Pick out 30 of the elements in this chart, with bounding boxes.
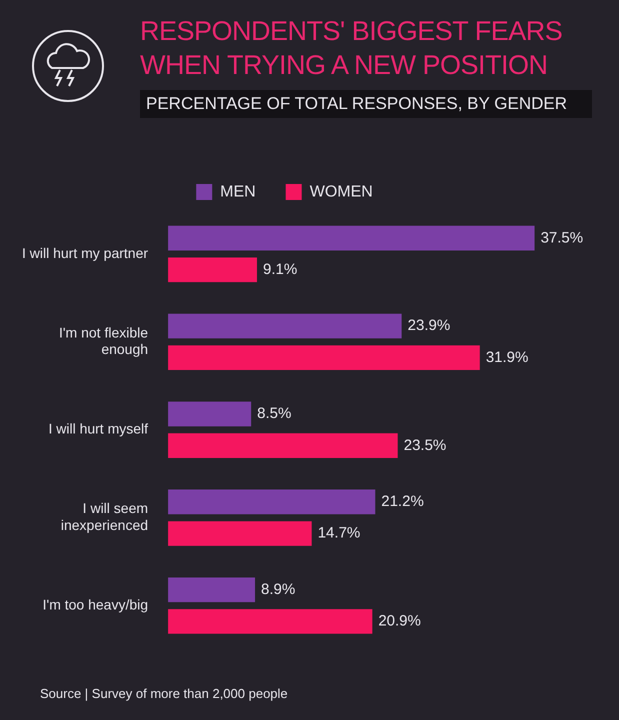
data-label: 9.1% [262, 260, 298, 278]
bar [168, 314, 402, 338]
bar [168, 433, 398, 458]
source-note: Source | Survey of more than 2,000 people [40, 686, 288, 701]
legend-label: WOMEN [310, 183, 373, 200]
data-label: 23.5% [404, 436, 446, 454]
y-tick-label: I will seem inexperienced [60, 500, 148, 533]
y-tick-label: I'm too heavy/big [42, 596, 148, 612]
chart-title: RESPONDENTS' BIGGEST FEARS WHEN TRYING A NEW POSITION [140, 15, 564, 82]
legend-label: MEN [220, 183, 256, 200]
bar [168, 257, 257, 282]
data-label: 20.9% [378, 612, 421, 630]
bar [168, 490, 376, 514]
bar [168, 521, 312, 546]
data-label: 37.5% [540, 229, 584, 246]
data-label: 21.2% [381, 493, 424, 510]
bar [168, 577, 256, 602]
data-label: 8.5% [257, 405, 292, 422]
data-label: 14.7% [318, 524, 360, 542]
bar [168, 402, 252, 426]
data-label: 23.9% [408, 317, 450, 334]
data-label: 8.9% [261, 580, 296, 598]
y-tick-label: I will hurt myself [48, 420, 148, 437]
chart-subtitle: PERCENTAGE OF TOTAL RESPONSES, BY GENDER [140, 90, 592, 118]
y-tick-label: I will hurt my partner [22, 244, 148, 261]
y-tick-label: I'm not flexible enough [58, 324, 148, 358]
bar [168, 226, 535, 250]
bar [168, 345, 480, 370]
data-label: 31.9% [486, 348, 528, 366]
bar [168, 609, 372, 634]
